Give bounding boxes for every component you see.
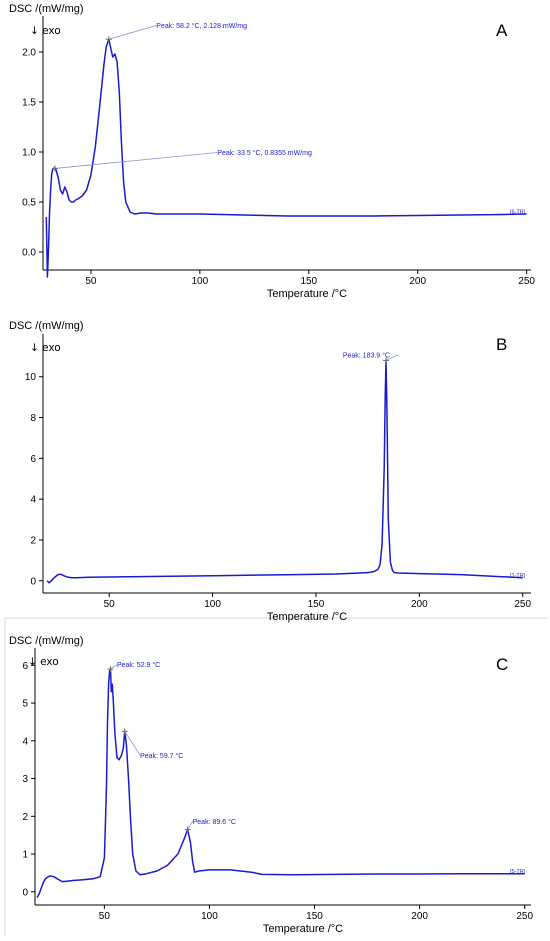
y-tick-label: 0.0: [22, 248, 36, 259]
x-tick-label: 50: [104, 599, 116, 610]
x-tick-label: 100: [201, 911, 218, 922]
peak-leader-line: [124, 731, 141, 756]
exo-direction-label: ↓ exo: [28, 656, 59, 668]
y-tick-label: 0: [30, 576, 36, 587]
x-tick-label: 200: [409, 276, 426, 287]
panel-letter: C: [496, 655, 508, 674]
peak-leader-line: [110, 664, 118, 670]
x-tick-label: 150: [306, 911, 323, 922]
y-tick-label: 6: [22, 661, 28, 672]
peak-annotation-label: Peak: 58.2 °C, 2.128 mW/mg: [156, 22, 247, 30]
peak-annotation-label: Peak: 33.5 °C, 0.8355 mW/mg: [217, 149, 312, 157]
peak-leader-line: [54, 152, 218, 169]
exo-direction-label: ↓ exo: [30, 25, 61, 37]
dsc-curve-line: [45, 38, 527, 278]
dsc-curve-line: [36, 668, 525, 898]
x-axis-title: Temperature /°C: [263, 923, 343, 935]
y-tick-label: 2: [22, 812, 28, 823]
peak-annotation-label: Peak: 52.9 °C: [117, 661, 160, 669]
peak-annotation-label: Peak: 89.6 °C: [193, 818, 236, 826]
peak-annotation-label: Peak: 183.9 °C: [343, 351, 390, 359]
trace-tag-label: [1-TR]: [510, 573, 526, 579]
panel-letter: A: [496, 21, 508, 40]
y-tick-label: 6: [30, 454, 36, 465]
y-axis-title: DSC /(mW/mg): [9, 3, 84, 15]
x-tick-label: 250: [518, 276, 535, 287]
y-tick-label: 10: [25, 372, 37, 383]
x-tick-label: 50: [99, 911, 111, 922]
exo-direction-label: ↓ exo: [30, 342, 61, 354]
x-tick-label: 200: [411, 599, 428, 610]
x-tick-label: 150: [300, 276, 317, 287]
x-tick-label: 50: [85, 276, 97, 287]
peak-annotation-label: Peak: 59.7 °C: [140, 752, 183, 760]
chart-panel-a: 50 100 150 200 250 0.0 0.5 1.0 1.5 2.0 DSC /(mW/mg…: [9, 3, 535, 300]
x-axis-title: Temperature /°C: [267, 288, 347, 300]
peak-leader-line: [187, 821, 193, 830]
y-tick-label: 4: [22, 736, 28, 747]
y-tick-label: 0.5: [22, 198, 36, 209]
panel-letter: B: [496, 335, 507, 354]
trace-tag-label: [5-TR]: [510, 869, 526, 875]
x-tick-label: 150: [308, 599, 325, 610]
y-tick-label: 0: [22, 887, 28, 898]
y-tick-label: 8: [30, 413, 36, 424]
x-axis-title: Temperature /°C: [267, 611, 347, 623]
x-tick-label: 250: [516, 911, 533, 922]
y-tick-label: 1: [22, 850, 28, 861]
y-tick-label: 1.5: [22, 98, 36, 109]
x-tick-label: 100: [204, 599, 221, 610]
y-tick-label: 3: [22, 774, 28, 785]
peak-leader-line: [108, 25, 157, 40]
y-tick-label: 5: [22, 699, 28, 710]
y-tick-label: 2: [30, 535, 36, 546]
peak-leader-line: [385, 354, 399, 361]
y-tick-label: 2.0: [22, 48, 36, 59]
dsc-curve-line: [46, 359, 523, 584]
chart-panel-b: 50 100 150 200 250 0 2 4 6 8 10 DSC /(mW/mg) Tempera…: [9, 320, 532, 623]
y-axis-title: DSC /(mW/mg): [9, 635, 84, 647]
x-tick-label: 250: [514, 599, 531, 610]
y-tick-label: 4: [30, 495, 36, 506]
x-tick-label: 100: [192, 276, 209, 287]
x-tick-label: 200: [411, 911, 428, 922]
y-axis-title: DSC /(mW/mg): [9, 320, 84, 332]
chart-panel-c: 50 100 150 200 250 0 1 2 3 4 5 6 DSC /(mW/mg) Tempera…: [9, 635, 533, 935]
y-tick-label: 1.0: [22, 148, 36, 159]
trace-tag-label: [6-TR]: [510, 210, 526, 216]
